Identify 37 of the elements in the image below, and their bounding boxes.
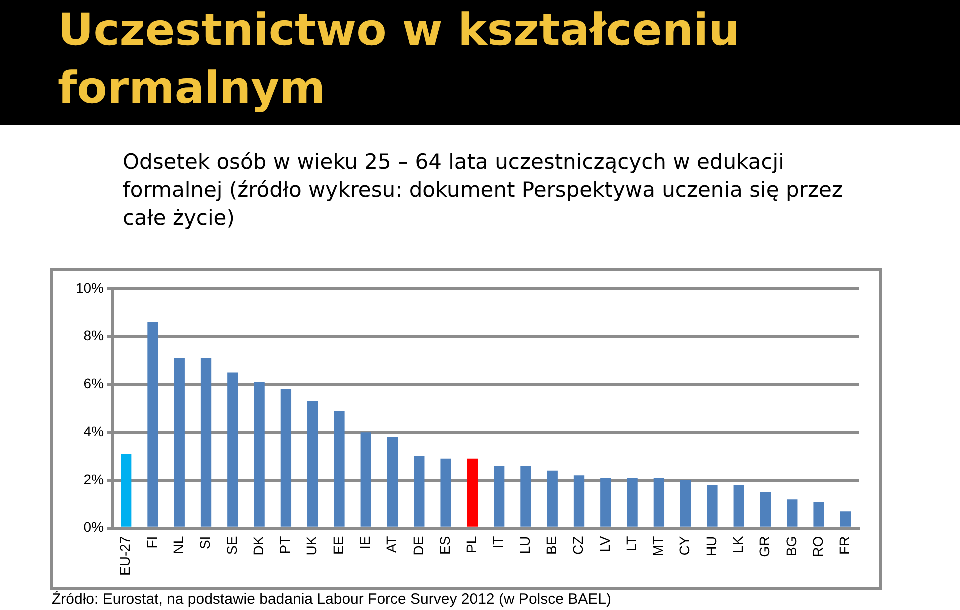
x-tick-label: DE	[410, 536, 426, 556]
x-tick-label: LK	[730, 536, 746, 554]
x-tick-label: UK	[304, 536, 320, 556]
x-tick-label: DK	[250, 536, 266, 556]
y-tick-label: 6%	[84, 376, 104, 392]
x-tick-label: EU-27	[117, 536, 134, 576]
y-tick-label: 0%	[84, 519, 104, 536]
y-tick-label: 10%	[76, 280, 104, 296]
x-tick-label: NL	[170, 536, 186, 554]
x-tick-label: EE	[330, 536, 346, 556]
chart-subtitle: Odsetek osób w wieku 25 – 64 lata uczestniczących w edukacji formalnej (źródło wykresu: dokument Perspektywa uczenia się przez całe życie)	[123, 149, 844, 232]
x-tick-label: BG	[783, 536, 800, 557]
x-tick-label: AT	[384, 536, 400, 554]
x-tick-label: GR	[756, 536, 773, 558]
x-tick-label: LV	[596, 536, 613, 552]
x-tick-label: MT	[650, 536, 666, 557]
x-tick-label: PT	[277, 536, 294, 554]
chart-title: Uczestnictwo w kształceniu formalnym	[58, 4, 741, 116]
x-tick-label: FR	[836, 536, 853, 555]
x-tick-label: CZ	[570, 536, 586, 555]
x-tick-label: HU	[703, 536, 720, 557]
x-tick-label: LT	[623, 536, 640, 552]
y-tick-label: 8%	[84, 328, 104, 344]
y-tick-label: 4%	[84, 423, 104, 440]
x-tick-label: RO	[810, 536, 826, 558]
x-tick-label: CY	[676, 536, 693, 556]
x-tick-label: BE	[543, 536, 560, 556]
text: Źródło: Eurostat, na podstawie badania Labour Force Survey 2012 (w Polsce BAEL)	[52, 591, 612, 608]
x-tick-label: ES	[436, 536, 453, 556]
y-tick-label: 2%	[84, 471, 104, 488]
x-tick-label: IE	[356, 536, 373, 550]
x-tick-label: PL	[464, 536, 480, 554]
x-tick-label: FI	[144, 536, 160, 549]
x-tick-label: LU	[516, 536, 533, 554]
x-tick-label: IT	[490, 536, 506, 549]
x-tick-label: SE	[224, 536, 240, 556]
x-tick-label: SI	[197, 536, 214, 550]
